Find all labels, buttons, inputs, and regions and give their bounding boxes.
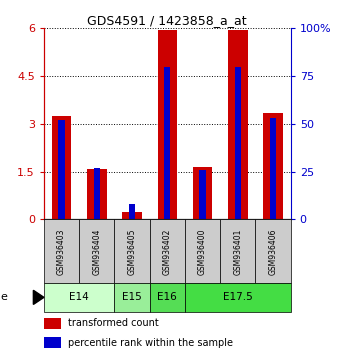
Text: GSM936404: GSM936404 xyxy=(92,228,101,275)
Text: transformed count: transformed count xyxy=(68,318,158,329)
Bar xyxy=(185,219,220,283)
Polygon shape xyxy=(33,290,44,304)
Bar xyxy=(199,170,206,219)
Bar xyxy=(164,67,170,219)
Text: age: age xyxy=(0,292,9,302)
Title: GDS4591 / 1423858_a_at: GDS4591 / 1423858_a_at xyxy=(88,14,247,27)
Bar xyxy=(256,219,291,283)
Text: GSM936402: GSM936402 xyxy=(163,228,172,275)
Text: GSM936406: GSM936406 xyxy=(269,228,277,275)
Bar xyxy=(129,204,135,219)
Bar xyxy=(220,219,256,283)
Bar xyxy=(185,283,291,312)
Text: percentile rank within the sample: percentile rank within the sample xyxy=(68,337,233,348)
Bar xyxy=(122,211,142,219)
Bar xyxy=(150,219,185,283)
Bar xyxy=(150,283,185,312)
Bar xyxy=(58,120,65,219)
Text: E17.5: E17.5 xyxy=(223,292,253,302)
Text: E14: E14 xyxy=(69,292,89,302)
Text: E16: E16 xyxy=(158,292,177,302)
Bar xyxy=(193,167,212,219)
Bar xyxy=(263,113,283,219)
Bar xyxy=(44,318,61,329)
Bar xyxy=(270,118,276,219)
Bar xyxy=(94,168,100,219)
Bar xyxy=(79,219,115,283)
Bar xyxy=(115,219,150,283)
Text: GSM936401: GSM936401 xyxy=(233,228,242,275)
Bar xyxy=(52,116,71,219)
Text: E15: E15 xyxy=(122,292,142,302)
Bar xyxy=(158,30,177,219)
Bar xyxy=(44,337,61,348)
Bar xyxy=(87,169,106,219)
Bar xyxy=(235,67,241,219)
Bar xyxy=(44,219,79,283)
Text: GSM936400: GSM936400 xyxy=(198,228,207,275)
Text: GSM936403: GSM936403 xyxy=(57,228,66,275)
Bar xyxy=(44,283,115,312)
Text: GSM936405: GSM936405 xyxy=(127,228,137,275)
Bar xyxy=(115,283,150,312)
Bar xyxy=(228,30,247,219)
